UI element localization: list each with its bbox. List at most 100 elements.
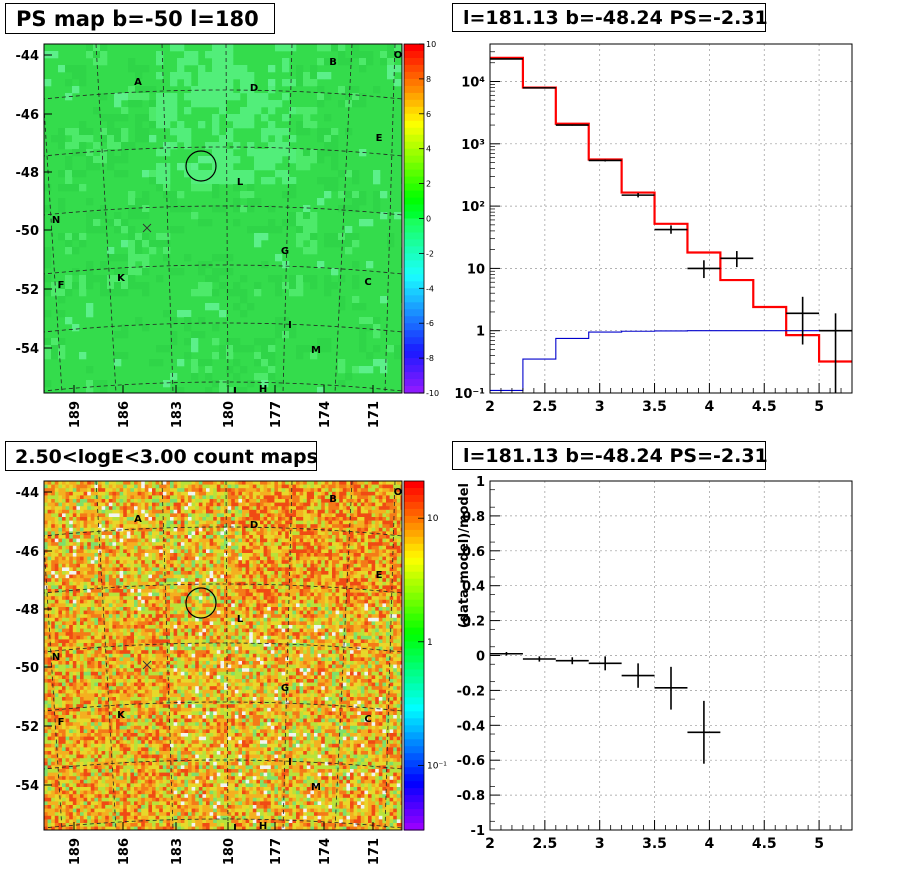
y-tick-label: -46 — [16, 108, 40, 123]
colorbar-step — [404, 218, 424, 227]
longitude-line — [95, 44, 117, 393]
colorbar-step — [404, 134, 424, 143]
source-label: G — [281, 683, 289, 694]
source-label: N — [52, 215, 60, 226]
colorbar-step — [404, 106, 424, 115]
colorbar-step — [404, 85, 424, 94]
colorbar-step — [404, 732, 424, 740]
colorbar-step — [404, 515, 424, 524]
colorbar: 10 1 10⁻¹ — [403, 480, 447, 831]
coordinate-grid — [44, 481, 402, 830]
colorbar-step — [404, 337, 424, 345]
longitude-line — [282, 44, 293, 393]
colorbar-step — [404, 641, 424, 650]
colorbar-tick-label: -8 — [426, 354, 434, 363]
source-label: E — [376, 570, 383, 581]
latitude-line — [44, 146, 402, 157]
x-tick-label: 3.5 — [642, 836, 667, 852]
colorbar-step — [404, 162, 424, 171]
longitude-line — [334, 481, 353, 830]
source-label: D — [250, 520, 258, 531]
colorbar-step — [404, 662, 424, 671]
x-tick-label: 171 — [367, 401, 382, 428]
source-label: D — [250, 83, 258, 94]
colorbar-step — [404, 58, 424, 66]
y-tick-label: 0.6 — [462, 545, 485, 560]
colorbar-step — [404, 155, 424, 164]
source-label: F — [58, 280, 65, 291]
colorbar-step — [404, 683, 424, 691]
target-circle — [185, 150, 217, 182]
colorbar-step — [404, 295, 424, 303]
colorbar-step — [404, 141, 424, 150]
colorbar-step — [404, 634, 424, 643]
latitude-line — [44, 701, 402, 712]
x-tick-label: 180 — [222, 838, 237, 865]
x-tick-label: 174 — [318, 838, 333, 865]
colorbar-step — [404, 365, 424, 373]
colorbar-step — [404, 781, 424, 789]
position-cross — [142, 223, 152, 233]
source-label: L — [237, 177, 244, 188]
longitude-line — [384, 44, 396, 393]
source-label: I — [288, 757, 292, 768]
colorbar-step — [404, 71, 424, 80]
colorbar-step — [404, 620, 424, 629]
source-label: C — [364, 714, 371, 725]
source-label: O — [394, 50, 403, 61]
colorbar: 10 8 6 4 2 0 -2 -4 -6 -8 -10 — [403, 40, 439, 398]
longitude-line — [95, 481, 117, 830]
plot-area — [490, 44, 852, 393]
y-tick-label: 0.8 — [462, 510, 485, 525]
colorbar-step — [404, 648, 424, 657]
colorbar-step — [404, 697, 424, 705]
colorbar-step — [404, 253, 424, 261]
colorbar-step — [404, 309, 424, 317]
colorbar-tick-label: 4 — [426, 145, 431, 154]
y-tick-label: -44 — [16, 49, 40, 64]
colorbar-step — [404, 550, 424, 559]
colorbar-tick-label: -2 — [426, 249, 434, 258]
longitude-line — [282, 481, 293, 830]
target-circle — [185, 587, 217, 619]
colorbar-step — [404, 225, 424, 234]
source-label: H — [259, 821, 267, 832]
x-tick-label: 3 — [595, 399, 605, 415]
count-map-title: 2.50<logE<3.00 count maps — [5, 441, 318, 471]
latitude-line — [44, 526, 402, 537]
x-tick-label: 5 — [814, 836, 824, 852]
colorbar-step — [404, 676, 424, 684]
colorbar-step — [404, 288, 424, 296]
colorbar-step — [404, 592, 424, 601]
colorbar-step — [404, 78, 424, 87]
colorbar-step — [404, 190, 424, 199]
colorbar-step — [404, 753, 424, 761]
colorbar-step — [404, 823, 424, 831]
colorbar-step — [404, 169, 424, 178]
x-tick-label: 3 — [595, 836, 605, 852]
colorbar-step — [404, 809, 424, 817]
x-tick-label: 177 — [269, 838, 284, 865]
colorbar-step — [404, 571, 424, 580]
count-map-panel: A B C D E F G H I J K L M N O -44 -46 -48 -50 -52 -54 189 186 1… — [16, 480, 447, 865]
colorbar-step — [404, 239, 424, 247]
colorbar-step — [404, 386, 424, 394]
colorbar-tick-label: 0 — [426, 215, 431, 224]
source-label: I — [288, 320, 292, 331]
colorbar-step — [404, 495, 424, 503]
colorbar-step — [404, 358, 424, 366]
map-frame — [43, 43, 403, 394]
colorbar-step — [404, 669, 424, 678]
latitude-line — [44, 89, 402, 100]
ps-map-title: PS map b=-50 l=180 — [5, 3, 275, 34]
colorbar-tick-label: 10 — [427, 514, 439, 524]
map-frame — [43, 480, 403, 831]
colorbar-step — [404, 760, 424, 768]
y-tick-label: -54 — [16, 342, 40, 357]
source-label: K — [117, 710, 126, 721]
colorbar-step — [404, 774, 424, 782]
longitude-line — [225, 481, 229, 830]
colorbar-step — [404, 599, 424, 608]
map-pixels — [44, 481, 402, 830]
